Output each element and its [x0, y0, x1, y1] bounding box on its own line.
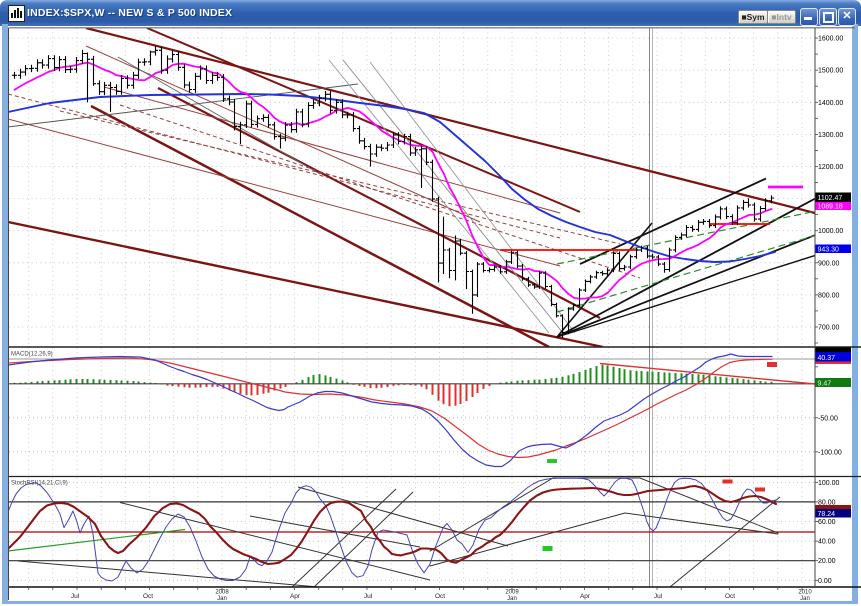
svg-text:1000.00: 1000.00 — [818, 228, 843, 235]
svg-text:-100.00: -100.00 — [818, 449, 842, 456]
svg-text:60.00: 60.00 — [818, 519, 836, 526]
svg-text:80.00: 80.00 — [818, 499, 836, 506]
svg-text:Oct: Oct — [143, 593, 153, 600]
svg-text:Jan: Jan — [217, 596, 227, 602]
svg-text:800.00: 800.00 — [818, 292, 840, 299]
svg-text:900.00: 900.00 — [818, 260, 840, 267]
svg-text:40.37: 40.37 — [818, 355, 836, 362]
svg-text:1300.00: 1300.00 — [818, 132, 843, 139]
svg-text:100.00: 100.00 — [818, 480, 840, 487]
svg-text:1500.00: 1500.00 — [818, 68, 843, 75]
svg-text:1102.47: 1102.47 — [818, 195, 843, 202]
svg-text:1089.18: 1089.18 — [818, 204, 843, 211]
svg-text:700.00: 700.00 — [818, 325, 840, 332]
svg-text:Apr: Apr — [580, 593, 591, 600]
svg-text:0.00: 0.00 — [818, 578, 832, 585]
svg-text:Jul: Jul — [654, 593, 663, 600]
svg-text:Oct: Oct — [725, 593, 735, 600]
svg-text:Jan: Jan — [507, 596, 517, 602]
svg-text:1400.00: 1400.00 — [818, 100, 843, 107]
svg-text:1200.00: 1200.00 — [818, 164, 843, 171]
svg-text:78.24: 78.24 — [818, 511, 836, 518]
svg-text:Apr: Apr — [290, 593, 301, 600]
svg-text:943.30: 943.30 — [818, 246, 840, 253]
svg-text:1600.00: 1600.00 — [818, 36, 843, 43]
svg-text:-50.00: -50.00 — [818, 415, 838, 422]
svg-text:Jul: Jul — [364, 593, 373, 600]
svg-text:2009: 2009 — [505, 590, 519, 596]
svg-text:MACD(12,26,9): MACD(12,26,9) — [11, 352, 53, 358]
svg-text:2010: 2010 — [798, 590, 812, 596]
svg-text:40.00: 40.00 — [818, 539, 836, 546]
svg-text:Jan: Jan — [800, 596, 810, 602]
svg-text:20.00: 20.00 — [818, 558, 836, 565]
svg-text:2008: 2008 — [215, 590, 229, 596]
svg-text:Jul: Jul — [71, 593, 80, 600]
svg-text:9.47: 9.47 — [818, 380, 832, 387]
svg-text:StochRSI(14,21,Cl,9): StochRSI(14,21,Cl,9) — [11, 481, 68, 487]
svg-text:Oct: Oct — [435, 593, 445, 600]
